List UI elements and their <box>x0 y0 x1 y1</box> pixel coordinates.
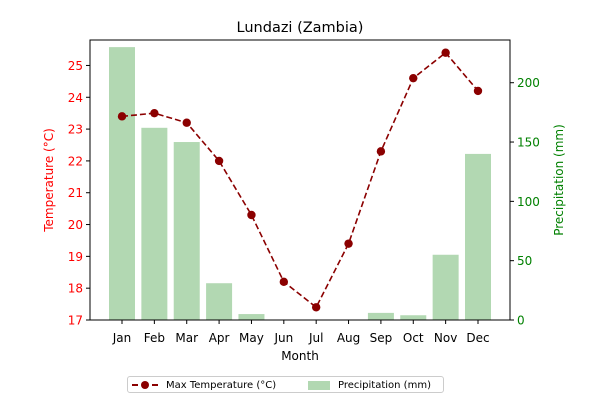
chart-legend: Max Temperature (°C) Precipitation (mm) <box>127 376 444 393</box>
right-axis-label: Precipitation (mm) <box>552 124 566 236</box>
left-tick-label: 17 <box>68 314 83 328</box>
legend-label-precipitation: Precipitation (mm) <box>338 379 431 391</box>
x-tick-label: Nov <box>434 331 457 345</box>
right-tick-label: 0 <box>517 314 525 328</box>
temperature-line <box>117 48 483 312</box>
left-tick-label: 22 <box>68 154 83 168</box>
temperature-point-jan <box>117 112 127 121</box>
precipitation-bar-oct <box>400 315 427 320</box>
legend-label-temperature: Max Temperature (°C) <box>166 379 277 391</box>
x-tick-label: Sep <box>370 331 393 345</box>
temperature-axis: 17 18 19 20 21 22 23 24 25 <box>68 59 90 328</box>
temperature-point-nov <box>441 48 450 57</box>
x-tick-label: Mar <box>175 331 198 345</box>
precipitation-bar-apr <box>206 283 233 320</box>
left-tick-label: 24 <box>68 91 83 105</box>
temperature-point-aug <box>344 239 353 248</box>
legend-item-temperature: Max Temperature (°C) <box>132 378 276 392</box>
temperature-point-feb <box>150 108 159 118</box>
right-tick-label: 150 <box>517 136 540 150</box>
precipitation-bar-mar <box>173 142 200 320</box>
precipitation-bar-may <box>238 314 265 320</box>
legend-line-marker <box>132 379 158 391</box>
temperature-series-line <box>121 51 479 309</box>
temperature-point-oct <box>409 73 418 83</box>
right-tick-label: 50 <box>517 254 532 268</box>
temperature-point-apr <box>214 156 224 166</box>
x-tick-label: Dec <box>466 331 489 345</box>
left-axis-label: Temperature (°C) <box>42 128 56 233</box>
left-tick-label: 19 <box>68 250 83 264</box>
temperature-point-mar <box>182 118 191 127</box>
x-tick-label: Jul <box>308 331 323 345</box>
left-tick-label: 21 <box>68 186 83 200</box>
x-tick-label: Oct <box>403 331 424 345</box>
chart-title: Lundazi (Zambia) <box>237 20 364 36</box>
precipitation-bar-dec <box>465 153 491 320</box>
x-tick-label: Apr <box>209 331 230 345</box>
right-tick-label: 100 <box>517 195 540 209</box>
left-tick-label: 18 <box>68 282 83 296</box>
plot-frame <box>89 39 511 321</box>
temperature-point-may <box>247 210 256 220</box>
temperature-point-jun <box>279 277 289 287</box>
precipitation-bar-jan <box>109 47 135 321</box>
temperature-point-sep <box>376 147 386 156</box>
legend-bar-swatch <box>308 380 330 390</box>
precipitation-bar-sep <box>367 312 394 320</box>
x-tick-label: Aug <box>337 331 360 345</box>
precipitation-axis: 0 50 100 150 200 <box>510 76 540 328</box>
precipitation-bars <box>109 47 491 321</box>
left-tick-label: 25 <box>68 59 83 73</box>
month-axis: Jan Feb Mar Apr May Jun Jul Aug Sep Oct Nov Dec <box>112 320 490 345</box>
x-tick-label: Jan <box>112 331 132 345</box>
left-tick-label: 23 <box>68 123 83 137</box>
temperature-point-jul <box>311 303 321 312</box>
right-tick-label: 200 <box>517 76 540 90</box>
precipitation-bar-feb <box>141 127 168 320</box>
x-tick-label: May <box>239 331 264 345</box>
temperature-point-dec <box>473 86 483 96</box>
x-axis-label: Month <box>281 349 319 363</box>
x-tick-label: Jun <box>273 331 293 345</box>
x-tick-label: Feb <box>144 331 165 345</box>
left-tick-label: 20 <box>68 218 83 232</box>
precipitation-bar-nov <box>432 254 459 320</box>
legend-item-precipitation: Precipitation (mm) <box>306 378 431 392</box>
